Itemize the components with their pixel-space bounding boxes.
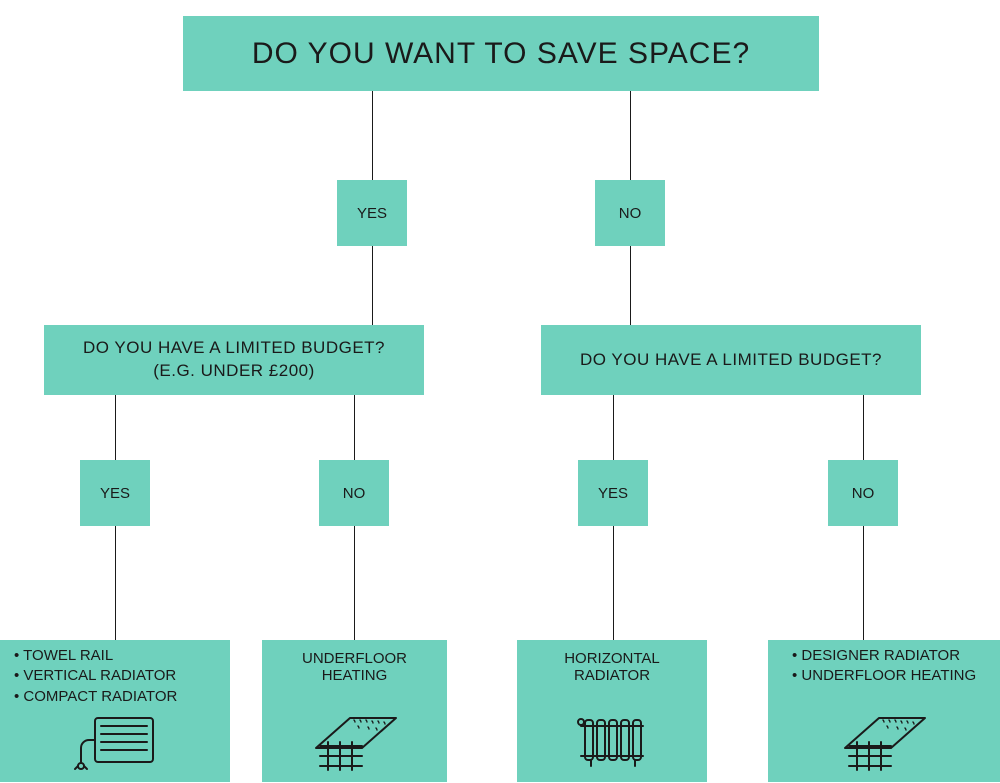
underfloor-heating-icon — [310, 706, 400, 776]
edge — [372, 91, 373, 180]
edge — [630, 246, 631, 325]
question-line1: DO YOU HAVE A LIMITED BUDGET? — [83, 337, 385, 360]
bullet: • TOWEL RAIL — [14, 646, 220, 666]
answer-label: YES — [100, 485, 130, 502]
edge — [354, 395, 355, 460]
result-bullets: • TOWEL RAIL • VERTICAL RADIATOR • COMPA… — [0, 640, 230, 707]
question-line1: DO YOU HAVE A LIMITED BUDGET? — [580, 350, 882, 370]
underfloor-heating-icon — [839, 706, 929, 776]
root-question-label: DO YOU WANT TO SAVE SPACE? — [252, 37, 750, 71]
edge — [372, 246, 373, 325]
question-budget-left: DO YOU HAVE A LIMITED BUDGET? (E.G. UNDE… — [44, 325, 424, 395]
answer-label: YES — [598, 485, 628, 502]
edge — [863, 526, 864, 640]
root-question: DO YOU WANT TO SAVE SPACE? — [183, 16, 819, 91]
answer-label: NO — [343, 485, 366, 502]
result-horizontal-radiator: HORIZONTAL RADIATOR — [517, 640, 707, 782]
horizontal-radiator-icon — [575, 712, 649, 772]
result-line1: HORIZONTAL — [564, 650, 660, 667]
result-line1: UNDERFLOOR — [302, 650, 407, 667]
answer-no: NO — [828, 460, 898, 526]
answer-label: NO — [852, 485, 875, 502]
edge — [613, 526, 614, 640]
bullet: • DESIGNER RADIATOR — [792, 646, 990, 666]
answer-no: NO — [595, 180, 665, 246]
answer-yes: YES — [80, 460, 150, 526]
answer-label: NO — [619, 205, 642, 222]
result-line2: RADIATOR — [574, 667, 650, 684]
result-bullets: • DESIGNER RADIATOR • UNDERFLOOR HEATING — [768, 640, 1000, 687]
edge — [115, 395, 116, 460]
result-line2: HEATING — [322, 667, 388, 684]
question-budget-right: DO YOU HAVE A LIMITED BUDGET? — [541, 325, 921, 395]
answer-label: YES — [357, 205, 387, 222]
question-line2: (E.G. UNDER £200) — [153, 360, 315, 383]
result-designer: • DESIGNER RADIATOR • UNDERFLOOR HEATING — [768, 640, 1000, 782]
edge — [630, 91, 631, 180]
edge — [863, 395, 864, 460]
edge — [613, 395, 614, 460]
towel-rail-icon — [71, 712, 159, 776]
bullet: • UNDERFLOOR HEATING — [792, 666, 990, 686]
answer-yes: YES — [578, 460, 648, 526]
answer-no: NO — [319, 460, 389, 526]
bullet: • COMPACT RADIATOR — [14, 687, 220, 707]
answer-yes: YES — [337, 180, 407, 246]
result-towel-rail: • TOWEL RAIL • VERTICAL RADIATOR • COMPA… — [0, 640, 230, 782]
result-underfloor: UNDERFLOOR HEATING — [262, 640, 447, 782]
edge — [354, 526, 355, 640]
edge — [115, 526, 116, 640]
bullet: • VERTICAL RADIATOR — [14, 666, 220, 686]
